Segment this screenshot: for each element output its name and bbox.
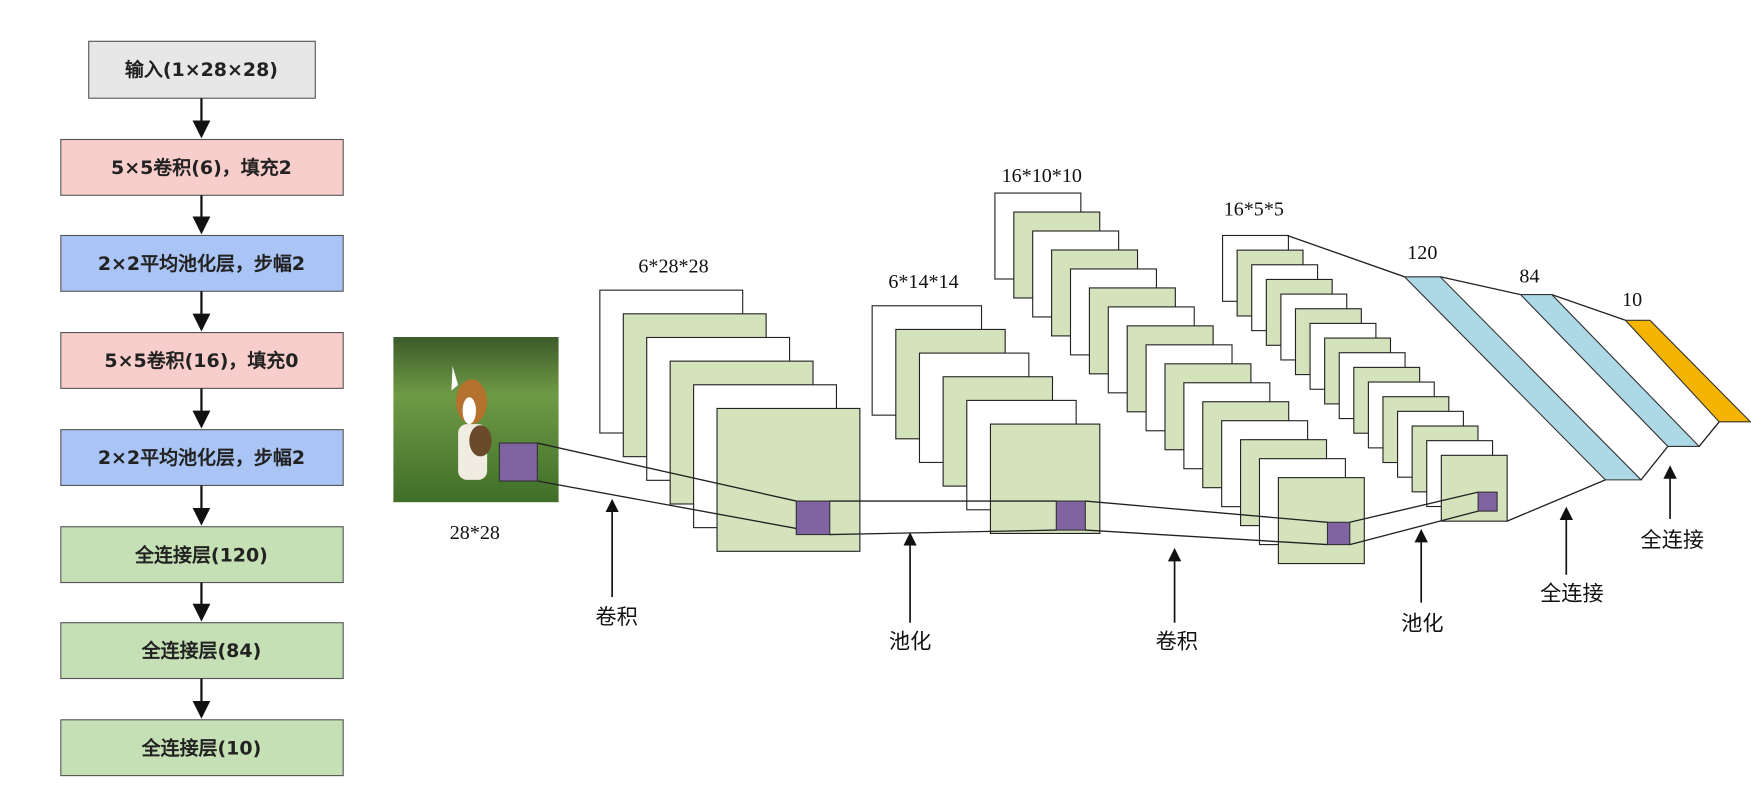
connector: [1640, 445, 1669, 481]
connector: [1287, 234, 1405, 278]
dim-label: 120: [1407, 242, 1437, 264]
connector: [1085, 529, 1328, 546]
op-label: 全连接: [1641, 527, 1705, 552]
feature-map: [716, 407, 861, 552]
connector: [1551, 293, 1626, 321]
op-label: 池化: [889, 628, 931, 653]
connector: [1085, 500, 1328, 523]
connector: [1506, 479, 1606, 522]
node-box: [88, 40, 316, 99]
dim-label: 84: [1519, 265, 1539, 287]
op-label: 池化: [1401, 611, 1443, 636]
kernel: [795, 500, 831, 536]
node-box: [60, 526, 344, 584]
op-label: 卷积: [595, 604, 637, 629]
flowchart: 输入(1×28×28) 5×5卷积(6)，填充2 2×2平均池化层，步幅2 5×…: [60, 40, 344, 777]
connector: [1349, 491, 1479, 523]
dim-label: 16*5*5: [1224, 198, 1284, 220]
connector: [1440, 276, 1521, 296]
fc-layer: [1403, 276, 1643, 481]
kernel: [1326, 521, 1351, 546]
dim-label: 10: [1622, 289, 1642, 311]
dim-label: 16*10*10: [1002, 165, 1082, 187]
node-box: [60, 332, 344, 389]
network: [393, 192, 1751, 623]
node-label: 全连接层(10): [141, 736, 262, 759]
kernel: [498, 442, 538, 482]
node-box: [60, 719, 344, 777]
fc-layer: [1519, 294, 1701, 447]
node-label: 全连接层(84): [141, 639, 262, 662]
node-label: 输入(1×28×28): [125, 58, 278, 81]
node-box: [60, 234, 344, 292]
dim-label: 28*28: [450, 522, 500, 544]
connector: [537, 442, 797, 502]
node-label: 5×5卷积(6)，填充2: [111, 156, 292, 179]
node-box: [60, 138, 344, 196]
node-label: 5×5卷积(16)，填充0: [104, 349, 298, 372]
op-label: 卷积: [1156, 628, 1198, 653]
connector: [537, 480, 830, 536]
feature-map: [1277, 477, 1365, 565]
node-box: [60, 429, 344, 487]
node-label: 全连接层(120): [134, 543, 268, 566]
dim-label: 6*28*28: [638, 255, 708, 277]
dim-label: 6*14*14: [888, 271, 958, 293]
node-label: 2×2平均池化层，步幅2: [98, 252, 305, 275]
kernel: [1477, 491, 1498, 512]
op-label: 全连接: [1540, 580, 1604, 605]
connector: [1698, 421, 1720, 447]
connector: [1349, 510, 1479, 546]
node-label: 2×2平均池化层，步幅2: [98, 446, 305, 469]
kernel: [1055, 500, 1086, 531]
connector: [829, 529, 1057, 536]
fc-layer: [1624, 319, 1751, 423]
